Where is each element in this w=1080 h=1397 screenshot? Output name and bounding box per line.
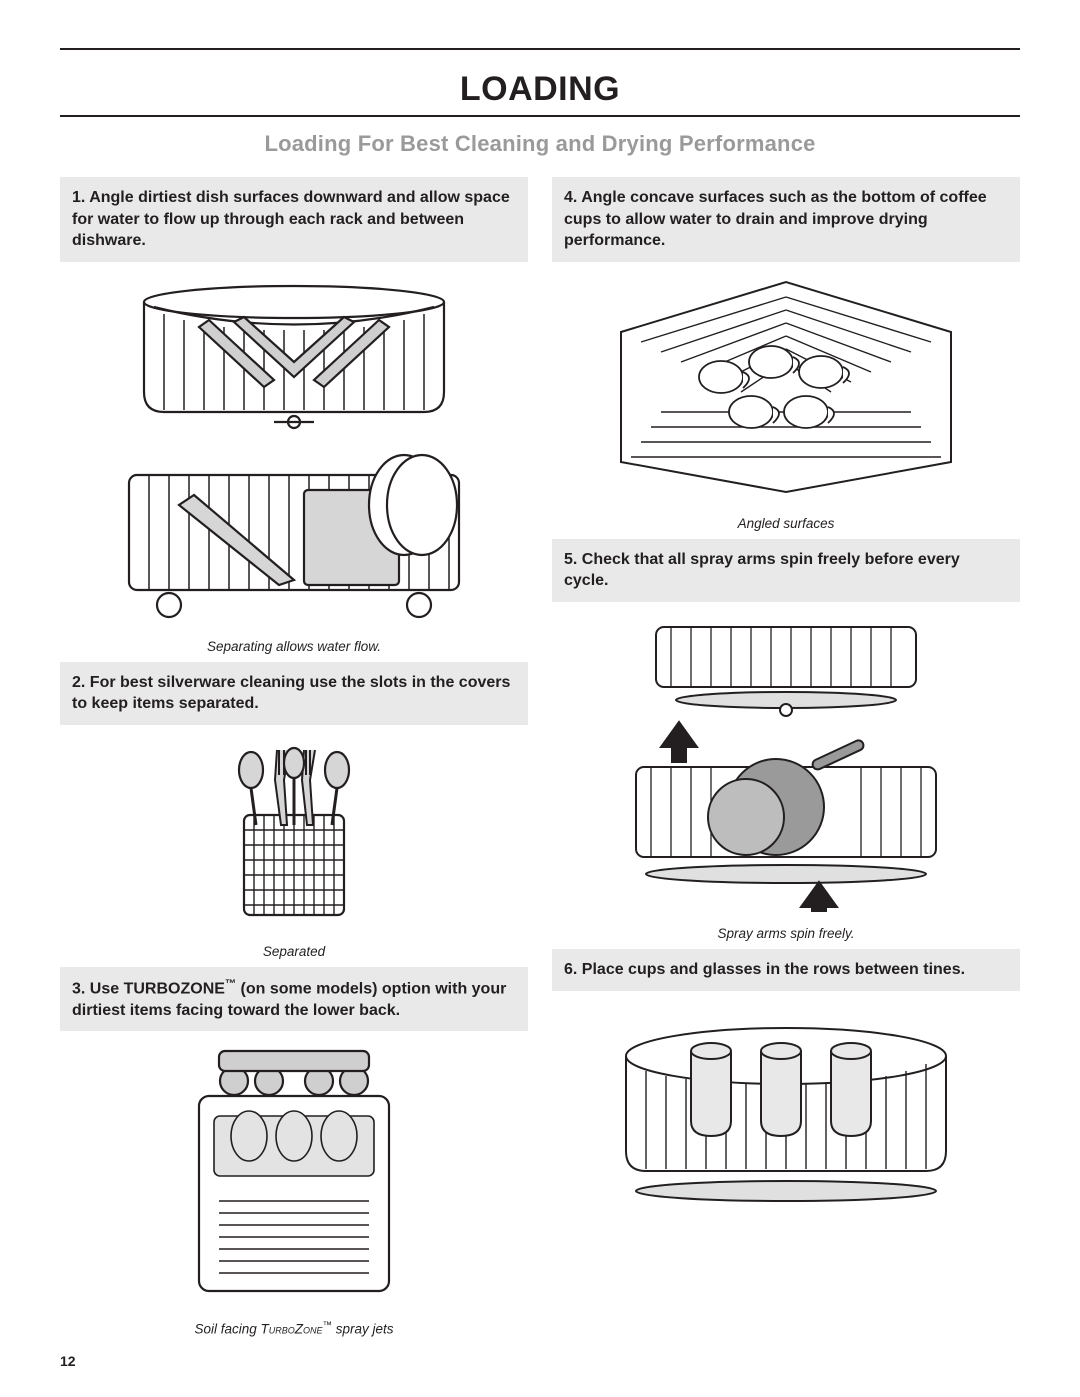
tip-1-head: 1. Angle dirtiest dish surfaces downward…: [60, 177, 528, 262]
caption-post: spray jets: [332, 1322, 394, 1337]
title-underline: [60, 115, 1020, 117]
tip-6-figure: [552, 1001, 1020, 1221]
cups-rack-illustration: [601, 272, 971, 502]
tip-3-caption: Soil facing TurboZone™ spray jets: [60, 1320, 528, 1337]
tip-4-caption: Angled surfaces: [552, 516, 1020, 531]
tip-text-pre: Use TURBOZONE: [90, 980, 225, 997]
page-title: LOADING: [60, 70, 1020, 109]
tip-5-head: 5. Check that all spray arms spin freely…: [552, 539, 1020, 602]
tip-text: For best silverware cleaning use the slo…: [72, 674, 510, 713]
tip-1-caption: Separating allows water flow.: [60, 639, 528, 654]
tip-1-figure-upper: [60, 272, 528, 442]
cups-tines-illustration: [596, 1001, 976, 1221]
tip-number: 2.: [72, 674, 85, 691]
tip-2-caption: Separated: [60, 944, 528, 959]
left-column: 1. Angle dirtiest dish surfaces downward…: [60, 177, 528, 1345]
trademark-symbol: ™: [225, 978, 236, 990]
tip-5-caption: Spray arms spin freely.: [552, 926, 1020, 941]
tip-number: 4.: [564, 189, 577, 206]
silverware-basket-illustration: [209, 735, 379, 930]
caption-pre: Soil facing: [194, 1322, 260, 1337]
tip-3-figure: [60, 1041, 528, 1306]
tip-6-head: 6. Place cups and glasses in the rows be…: [552, 949, 1020, 991]
caption-sc: TurboZone: [261, 1322, 323, 1337]
tip-2-figure: [60, 735, 528, 930]
manual-page: LOADING Loading For Best Cleaning and Dr…: [0, 0, 1080, 1385]
tip-5-figure: [552, 612, 1020, 912]
tip-2-head: 2. For best silverware cleaning use the …: [60, 662, 528, 725]
tip-1-figure-lower: [60, 450, 528, 625]
tip-text: Check that all spray arms spin freely be…: [564, 551, 960, 590]
tip-4-head: 4. Angle concave surfaces such as the bo…: [552, 177, 1020, 262]
tip-number: 3.: [72, 980, 85, 997]
tip-text: Angle concave surfaces such as the botto…: [564, 189, 987, 249]
tip-number: 1.: [72, 189, 85, 206]
lower-rack-illustration: [104, 450, 484, 625]
tip-number: 6.: [564, 961, 577, 978]
tip-3-head: 3. Use TURBOZONE™ (on some models) optio…: [60, 967, 528, 1032]
caption-tm: ™: [323, 1320, 332, 1331]
content-columns: 1. Angle dirtiest dish surfaces downward…: [60, 177, 1020, 1345]
arrow-up-icon: [801, 882, 837, 912]
right-column: 4. Angle concave surfaces such as the bo…: [552, 177, 1020, 1345]
tip-text: Place cups and glasses in the rows betwe…: [582, 961, 965, 978]
turbozone-illustration: [174, 1041, 414, 1306]
spray-arms-illustration: [601, 612, 971, 912]
tip-text: Angle dirtiest dish surfaces downward an…: [72, 189, 510, 249]
arrow-up-icon: [661, 722, 697, 762]
tip-number: 5.: [564, 551, 577, 568]
top-rule: [60, 48, 1020, 50]
upper-rack-illustration: [114, 272, 474, 442]
tip-4-figure: [552, 272, 1020, 502]
page-subtitle: Loading For Best Cleaning and Drying Per…: [60, 131, 1020, 157]
page-number: 12: [60, 1353, 76, 1369]
